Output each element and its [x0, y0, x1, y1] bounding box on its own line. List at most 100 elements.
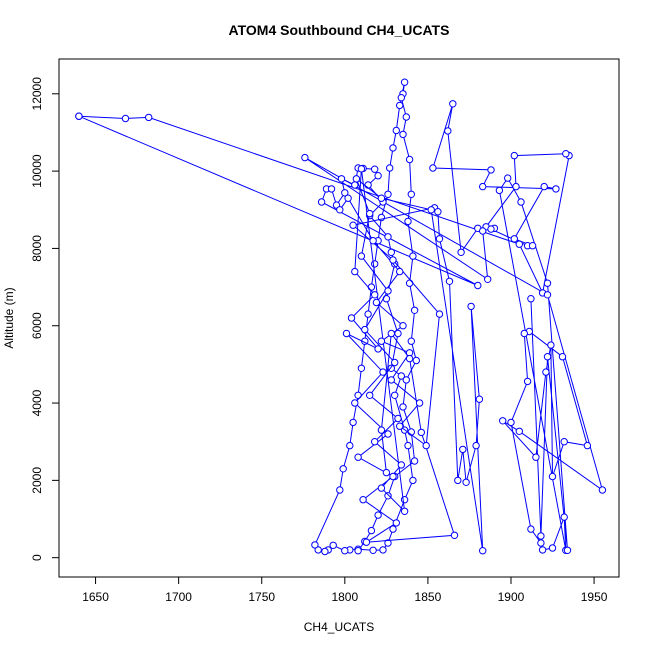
- data-point: [377, 484, 386, 492]
- data-point: [558, 353, 567, 361]
- data-point: [552, 185, 560, 193]
- data-point: [415, 399, 424, 407]
- data-point: [389, 256, 397, 264]
- data-point: [548, 544, 557, 552]
- y-tick-label: 6000: [30, 312, 44, 339]
- data-point: [435, 310, 444, 318]
- data-point: [512, 182, 520, 191]
- data-point: [394, 414, 402, 423]
- data-point: [379, 368, 387, 376]
- x-axis: 1650 1700 1750 1800 1850 1900 1950: [82, 576, 608, 604]
- data-point: [479, 182, 487, 191]
- series-1: [75, 100, 607, 554]
- data-point: [560, 513, 568, 521]
- data-point: [560, 438, 568, 446]
- data-point: [327, 185, 336, 193]
- data-point: [510, 235, 518, 243]
- data-point: [396, 267, 404, 276]
- data-point: [364, 310, 372, 318]
- data-point: [359, 496, 367, 504]
- data-point: [384, 430, 392, 438]
- data-point: [467, 302, 475, 311]
- data-point: [342, 329, 351, 338]
- data-point: [515, 240, 523, 248]
- data-point: [336, 486, 344, 494]
- plot-area-border: [58, 58, 620, 578]
- data-point: [462, 478, 470, 486]
- data-point: [457, 248, 465, 257]
- data-point: [449, 100, 457, 108]
- data-point: [351, 267, 359, 276]
- data-point: [547, 341, 555, 349]
- chart-title: ATOM4 Southbound CH4_UCATS: [229, 22, 450, 38]
- data-point: [349, 221, 357, 229]
- data-point: [400, 507, 409, 515]
- data-point: [405, 354, 414, 363]
- data-point: [341, 189, 349, 197]
- data-point: [479, 227, 487, 235]
- y-tick-label: 4000: [30, 389, 44, 416]
- data-point: [399, 403, 407, 411]
- data-point: [366, 391, 374, 399]
- data-point: [384, 233, 392, 241]
- data-point: [371, 165, 379, 173]
- data-point: [507, 418, 515, 427]
- data-point: [404, 217, 412, 226]
- data-point: [523, 377, 532, 386]
- data-point: [397, 94, 405, 102]
- x-axis-label: CH4_UCATS: [304, 620, 374, 634]
- data-point: [417, 428, 425, 437]
- x-tick-label: 1850: [415, 590, 442, 604]
- data-point: [382, 468, 391, 477]
- data-point: [354, 453, 362, 461]
- y-tick-label: 2000: [30, 467, 44, 494]
- data-point: [391, 391, 399, 399]
- data-point: [372, 298, 381, 307]
- data-point: [429, 164, 437, 172]
- data-point: [145, 113, 153, 122]
- data-point: [384, 190, 392, 199]
- data-point: [427, 206, 435, 214]
- data-point: [339, 465, 347, 473]
- x-tick-label: 1950: [581, 590, 608, 604]
- data-point: [377, 337, 386, 345]
- data-point: [548, 472, 557, 481]
- data-point: [336, 206, 344, 214]
- data-point: [384, 492, 392, 500]
- data-point: [371, 291, 379, 299]
- data-point: [562, 150, 570, 158]
- data-point: [344, 194, 352, 202]
- data-point: [510, 151, 518, 160]
- data-point: [407, 337, 415, 345]
- data-point: [402, 376, 410, 384]
- data-point: [354, 547, 362, 555]
- data-point: [367, 283, 376, 291]
- series-3: [336, 165, 487, 555]
- data-point: [351, 181, 359, 189]
- data-point: [392, 519, 400, 527]
- data-point: [422, 441, 430, 450]
- series-2: [75, 78, 482, 556]
- data-point: [495, 186, 504, 195]
- data-point: [540, 182, 548, 191]
- data-point: [362, 538, 371, 546]
- data-point: [351, 399, 359, 407]
- data-point: [499, 417, 507, 425]
- data-point: [387, 329, 395, 338]
- data-point: [314, 546, 322, 554]
- data-point: [371, 260, 379, 268]
- data-point: [367, 526, 376, 535]
- data-point: [369, 237, 377, 245]
- x-tick-label: 1700: [165, 590, 192, 604]
- data-point: [444, 127, 452, 135]
- data-point: [374, 172, 382, 180]
- data-point: [392, 126, 400, 135]
- data-point: [412, 356, 420, 365]
- data-point: [384, 287, 392, 295]
- data-point: [527, 525, 535, 533]
- data-point: [397, 461, 405, 469]
- data-point: [445, 277, 454, 285]
- data-point: [450, 531, 459, 539]
- data-point: [349, 418, 357, 427]
- data-point: [121, 114, 130, 123]
